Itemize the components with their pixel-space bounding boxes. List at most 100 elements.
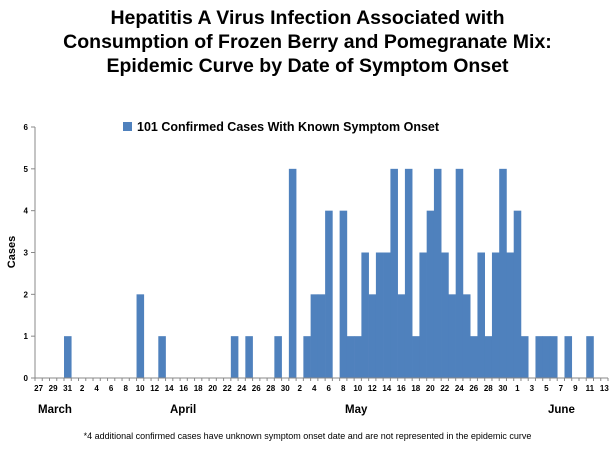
y-tick-label: 0 — [24, 374, 29, 383]
x-tick-label: 5 — [544, 384, 549, 393]
x-tick-label: 6 — [109, 384, 114, 393]
bar — [245, 336, 253, 378]
bar — [397, 294, 406, 378]
y-tick-label: 1 — [24, 332, 29, 341]
x-tick-label: 4 — [312, 384, 317, 393]
bar — [520, 336, 529, 378]
bar — [346, 336, 355, 378]
bar — [404, 168, 413, 378]
bar — [339, 210, 348, 378]
x-tick-label: 7 — [559, 384, 564, 393]
bar — [303, 336, 311, 378]
bar — [354, 336, 362, 378]
x-tick-label: 20 — [426, 384, 435, 393]
x-tick-label: 2 — [80, 384, 85, 393]
x-tick-label: 4 — [94, 384, 99, 393]
x-tick-label: 31 — [63, 384, 72, 393]
y-tick-label: 4 — [24, 207, 29, 216]
bar — [310, 294, 319, 378]
x-tick-label: 6 — [327, 384, 332, 393]
footnote: *4 additional confirmed cases have unkno… — [83, 431, 532, 441]
bar — [477, 252, 485, 378]
month-label: May — [345, 404, 368, 416]
bar — [564, 336, 573, 378]
bar — [274, 336, 282, 378]
x-tick-label: 30 — [281, 384, 290, 393]
bar — [470, 336, 478, 378]
x-tick-label: 26 — [252, 384, 261, 393]
bar — [542, 336, 551, 378]
x-tick-label: 24 — [237, 384, 246, 393]
x-tick-label: 8 — [341, 384, 346, 393]
x-tick-label: 9 — [573, 384, 578, 393]
bar — [462, 294, 471, 378]
bar — [549, 336, 558, 378]
x-tick-label: 29 — [49, 384, 58, 393]
bar — [499, 168, 507, 378]
bar — [317, 294, 326, 378]
x-tick-label: 11 — [586, 384, 595, 393]
x-tick-label: 14 — [165, 384, 174, 393]
x-tick-label: 26 — [469, 384, 478, 393]
title-line-1: Hepatitis A Virus Infection Associated w… — [110, 7, 505, 29]
x-tick-label: 2 — [298, 384, 303, 393]
bar — [426, 210, 435, 378]
x-tick-label: 3 — [530, 384, 535, 393]
x-tick-label: 8 — [123, 384, 128, 393]
bar — [441, 252, 449, 378]
legend-swatch — [123, 122, 132, 131]
y-tick-label: 2 — [24, 290, 29, 299]
bar — [158, 336, 166, 378]
x-tick-label: 18 — [411, 384, 420, 393]
title-line-2: Consumption of Frozen Berry and Pomegran… — [63, 31, 552, 53]
legend-label: 101 Confirmed Cases With Known Symptom O… — [137, 120, 440, 134]
bar — [506, 252, 515, 378]
bar — [288, 168, 297, 378]
bar — [448, 294, 456, 378]
y-axis-label: Cases — [6, 236, 18, 268]
month-label: March — [38, 404, 72, 416]
x-tick-label: 28 — [266, 384, 275, 393]
bar — [368, 294, 377, 378]
x-tick-label: 12 — [368, 384, 377, 393]
bar — [383, 252, 391, 378]
chart-title: Hepatitis A Virus Infection Associated w… — [0, 6, 615, 78]
bar — [484, 336, 493, 378]
x-tick-label: 14 — [382, 384, 391, 393]
x-tick-label: 18 — [194, 384, 203, 393]
x-tick-label: 30 — [498, 384, 507, 393]
bar — [586, 336, 594, 378]
bar — [361, 252, 369, 378]
x-tick-label: 13 — [600, 384, 609, 393]
x-tick-label: 1 — [515, 384, 520, 393]
bar — [491, 252, 500, 378]
month-label: June — [548, 404, 575, 416]
bar — [433, 168, 442, 378]
bar — [390, 168, 398, 378]
x-tick-label: 22 — [440, 384, 449, 393]
x-tick-label: 24 — [455, 384, 464, 393]
x-tick-label: 27 — [34, 384, 43, 393]
bar — [535, 336, 544, 378]
bar — [136, 294, 145, 378]
y-tick-label: 6 — [24, 123, 29, 132]
bar — [513, 210, 522, 378]
bar — [455, 168, 464, 378]
x-tick-label: 22 — [223, 384, 232, 393]
x-tick-label: 10 — [136, 384, 145, 393]
x-tick-label: 28 — [484, 384, 493, 393]
title-line-3: Epidemic Curve by Date of Symptom Onset — [106, 55, 509, 77]
y-tick-label: 3 — [24, 249, 29, 258]
bar — [419, 252, 427, 378]
x-tick-label: 20 — [208, 384, 217, 393]
bar — [325, 210, 333, 378]
bar — [375, 252, 384, 378]
x-tick-label: 16 — [179, 384, 188, 393]
y-tick-label: 5 — [24, 165, 29, 174]
bar — [230, 336, 239, 378]
x-tick-label: 12 — [150, 384, 159, 393]
bar — [64, 336, 72, 378]
x-tick-label: 10 — [353, 384, 362, 393]
